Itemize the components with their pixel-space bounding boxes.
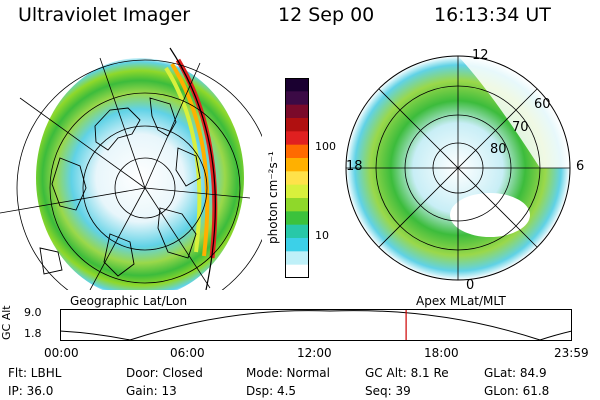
colorbar-stripe [285,158,309,172]
mlt-label-6: 6 [576,159,585,174]
colorbar-stripe [285,264,309,278]
colorbar-stripe [285,131,309,146]
colorbar-stripe [285,91,309,106]
colorbar-stripe [285,184,309,199]
gc-altitude-value: GC Alt: 8.1 Re [365,366,449,380]
geographic-longitude: GLon: 61.8 [484,384,550,398]
mode-value: Mode: Normal [246,366,330,380]
colorbar-stripe [285,104,309,119]
time-tick-1: 06:00 [170,346,205,360]
right-panel-label: Apex MLat/MLT [416,294,506,308]
orbit-altitude-timeline [60,309,572,341]
geographic-projection-panel [0,47,262,290]
colorbar-unit: photon cm⁻²s⁻¹ [266,151,280,244]
image-date: 12 Sep 00 [278,4,375,26]
image-time: 16:13:34 UT [434,4,551,26]
mlt-label-12: 12 [472,48,489,63]
colorbar-stripe [285,238,309,252]
door-status: Door: Closed [126,366,203,380]
geographic-latitude: GLat: 84.9 [484,366,547,380]
colorbar-stripe [285,211,309,226]
mlat-label-60: 60 [534,97,551,112]
colorbar-tick-100: 100 [315,140,336,153]
filter-value: Flt: LBHL [8,366,62,380]
magnetic-polar-panel [345,55,571,281]
time-tick-0: 00:00 [44,346,79,360]
colorbar-stripe [285,224,309,239]
colorbar-tick-10: 10 [315,229,329,242]
ip-value: IP: 36.0 [8,384,54,398]
mlat-label-70: 70 [512,120,529,135]
imager-title: Ultraviolet Imager [18,4,191,26]
left-panel-label: Geographic Lat/Lon [70,294,188,308]
dsp-value: Dsp: 4.5 [246,384,297,398]
intensity-colorbar [285,78,309,278]
coastlines [39,97,201,277]
earth-limb [169,47,216,290]
time-tick-2: 12:00 [297,346,332,360]
timeline-ymin: 1.8 [24,327,42,340]
colorbar-stripe [285,78,309,92]
mlat-label-80: 80 [490,142,507,157]
gain-value: Gain: 13 [126,384,177,398]
colorbar-stripe [285,144,309,159]
colorbar-stripe [285,198,309,212]
colorbar-stripe [285,251,309,266]
timeline-ylabel: GC Alt [0,305,13,340]
mlt-label-0: 0 [466,278,475,293]
colorbar-stripe [285,118,309,132]
sequence-value: Seq: 39 [365,384,411,398]
mlt-label-18: 18 [346,159,363,174]
time-tick-3: 18:00 [424,346,459,360]
altitude-curve [60,310,572,341]
time-tick-4: 23:59 [554,346,589,360]
timeline-ymax: 9.0 [24,306,42,319]
colorbar-stripe [285,171,309,186]
